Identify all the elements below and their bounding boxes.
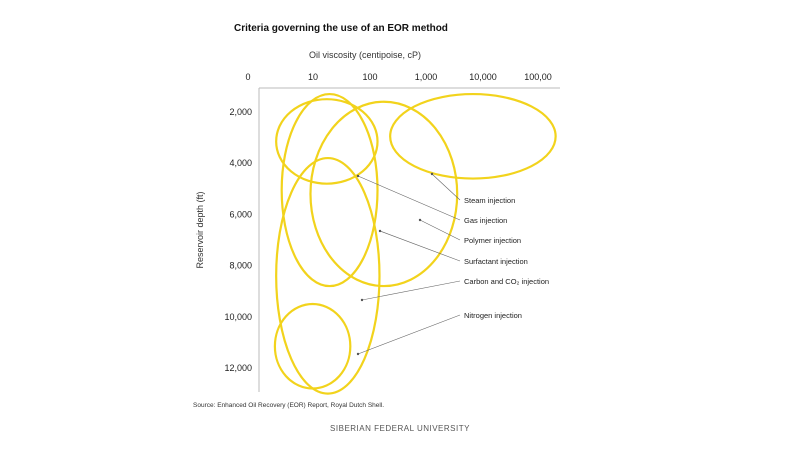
- callout-line: [357, 175, 461, 221]
- callout-line: [357, 314, 461, 355]
- x-tick-label: 10,000: [469, 72, 497, 82]
- y-tick-label: 8,000: [229, 261, 252, 271]
- ellipse-2: [275, 98, 379, 185]
- callout-line: [379, 230, 461, 262]
- ellipse-5: [275, 156, 381, 395]
- x-tick-label: 100: [362, 72, 377, 82]
- y-tick-label: 6,000: [229, 209, 252, 219]
- series-label: Polymer injection: [464, 236, 521, 245]
- callout-line: [431, 173, 461, 201]
- university-footer: SIBERIAN FEDERAL UNIVERSITY: [330, 424, 470, 433]
- source-note: Source: Enhanced Oil Recovery (EOR) Repo…: [193, 402, 385, 409]
- callout-dot: [418, 218, 422, 222]
- ellipse-6: [273, 302, 352, 390]
- y-tick-label: 12,000: [224, 363, 252, 373]
- chart-title: Criteria governing the use of an EOR met…: [234, 23, 448, 34]
- y-tick-label: 2,000: [229, 107, 252, 117]
- series-label: Gas injection: [464, 216, 507, 225]
- x-axis-label: Oil viscosity (centipoise, cP): [308, 50, 422, 60]
- x-tick-label: 0: [245, 72, 250, 82]
- callout-line: [419, 219, 461, 241]
- ellipse-1: [389, 92, 557, 180]
- callout-dot: [356, 352, 360, 356]
- x-tick-label: 1,000: [415, 72, 438, 82]
- callout-dot: [430, 172, 434, 176]
- callout-dot: [356, 174, 360, 178]
- y-tick-label: 4,000: [229, 158, 252, 168]
- series-label: Surfactant injection: [464, 257, 528, 266]
- series-label: Nitrogen injection: [464, 311, 522, 320]
- series-label: Steam injection: [464, 196, 515, 205]
- series-label: Carbon and CO₂ injection: [464, 277, 549, 286]
- ellipse-3: [309, 100, 459, 288]
- callout-dot: [378, 229, 382, 233]
- x-tick-label: 100,00: [524, 72, 552, 82]
- ellipse-4: [280, 92, 379, 288]
- x-tick-label: 10: [308, 72, 318, 82]
- y-tick-label: 10,000: [224, 312, 252, 322]
- callout-line: [361, 280, 461, 301]
- callout-dot: [360, 298, 364, 302]
